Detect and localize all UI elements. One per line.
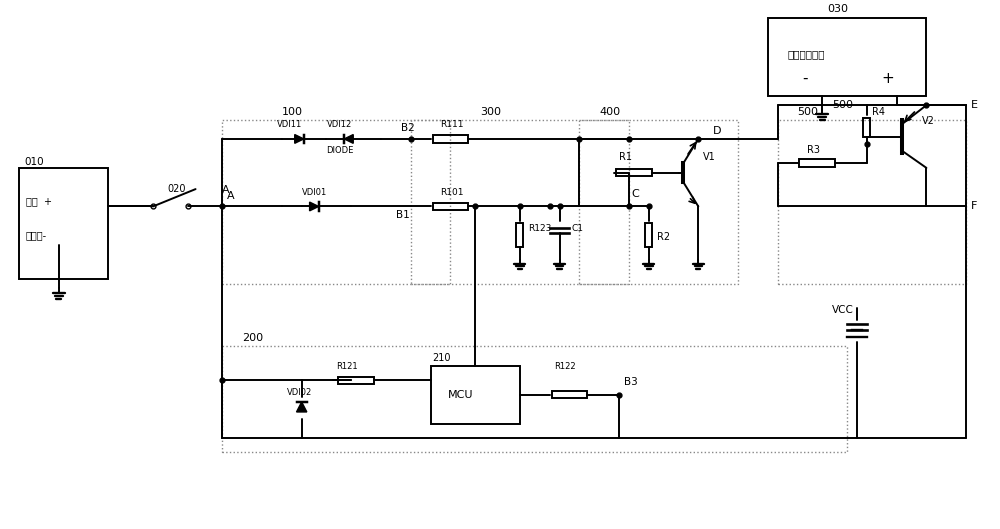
Bar xyxy=(552,391,587,398)
Text: 210: 210 xyxy=(433,353,451,363)
Bar xyxy=(616,169,652,176)
Bar xyxy=(799,159,835,167)
Text: 010: 010 xyxy=(24,157,44,167)
Text: V1: V1 xyxy=(703,152,716,162)
Text: VDI02: VDI02 xyxy=(287,388,312,397)
Text: VDI01: VDI01 xyxy=(302,188,327,197)
Text: C: C xyxy=(631,189,639,199)
Text: R3: R3 xyxy=(807,145,820,156)
Bar xyxy=(433,203,468,210)
Polygon shape xyxy=(344,134,353,143)
Bar xyxy=(768,19,926,96)
Text: VDI12: VDI12 xyxy=(326,121,352,130)
Text: MCU: MCU xyxy=(448,389,473,399)
Text: B2: B2 xyxy=(401,123,415,133)
Bar xyxy=(863,118,870,137)
Bar xyxy=(645,223,652,248)
Text: 300: 300 xyxy=(480,107,501,117)
Text: B1: B1 xyxy=(396,210,410,220)
Text: R2: R2 xyxy=(657,232,670,242)
Text: D: D xyxy=(713,126,722,136)
Bar xyxy=(431,366,520,424)
Text: A: A xyxy=(222,185,230,195)
Text: +: + xyxy=(882,71,895,86)
Text: VCC: VCC xyxy=(832,305,854,315)
Polygon shape xyxy=(310,202,319,211)
Text: R121: R121 xyxy=(336,361,358,370)
Text: 信号源-: 信号源- xyxy=(26,231,47,240)
Text: A: A xyxy=(227,191,235,200)
Bar xyxy=(516,223,523,248)
Text: R101: R101 xyxy=(441,188,464,197)
Text: 外部直流电源: 外部直流电源 xyxy=(788,49,825,59)
Text: -: - xyxy=(802,71,808,86)
Polygon shape xyxy=(295,134,304,143)
Bar xyxy=(222,346,847,452)
Bar xyxy=(19,168,108,279)
Bar xyxy=(338,377,374,384)
Text: 500: 500 xyxy=(832,100,853,110)
Text: 200: 200 xyxy=(242,333,263,343)
Text: C1: C1 xyxy=(571,224,583,233)
Text: R122: R122 xyxy=(555,361,576,370)
Polygon shape xyxy=(297,402,307,412)
Text: V2: V2 xyxy=(921,116,934,126)
Bar xyxy=(222,120,450,284)
Text: R4: R4 xyxy=(872,107,885,117)
Text: R1: R1 xyxy=(619,152,632,162)
Bar xyxy=(433,135,468,142)
Text: 400: 400 xyxy=(599,107,620,117)
Text: R111: R111 xyxy=(441,121,464,130)
Text: E: E xyxy=(971,100,978,110)
Text: B3: B3 xyxy=(624,377,638,387)
Text: 外部  +: 外部 + xyxy=(26,197,52,207)
Text: 020: 020 xyxy=(168,184,186,194)
Text: 500: 500 xyxy=(798,107,819,117)
Bar xyxy=(778,120,966,284)
Text: VDI11: VDI11 xyxy=(277,121,302,130)
Bar xyxy=(579,120,738,284)
Bar xyxy=(411,120,629,284)
Text: DIODE: DIODE xyxy=(326,147,354,156)
Text: 030: 030 xyxy=(827,4,848,14)
Text: 100: 100 xyxy=(282,107,303,117)
Text: R123: R123 xyxy=(528,224,551,233)
Text: F: F xyxy=(971,202,977,212)
